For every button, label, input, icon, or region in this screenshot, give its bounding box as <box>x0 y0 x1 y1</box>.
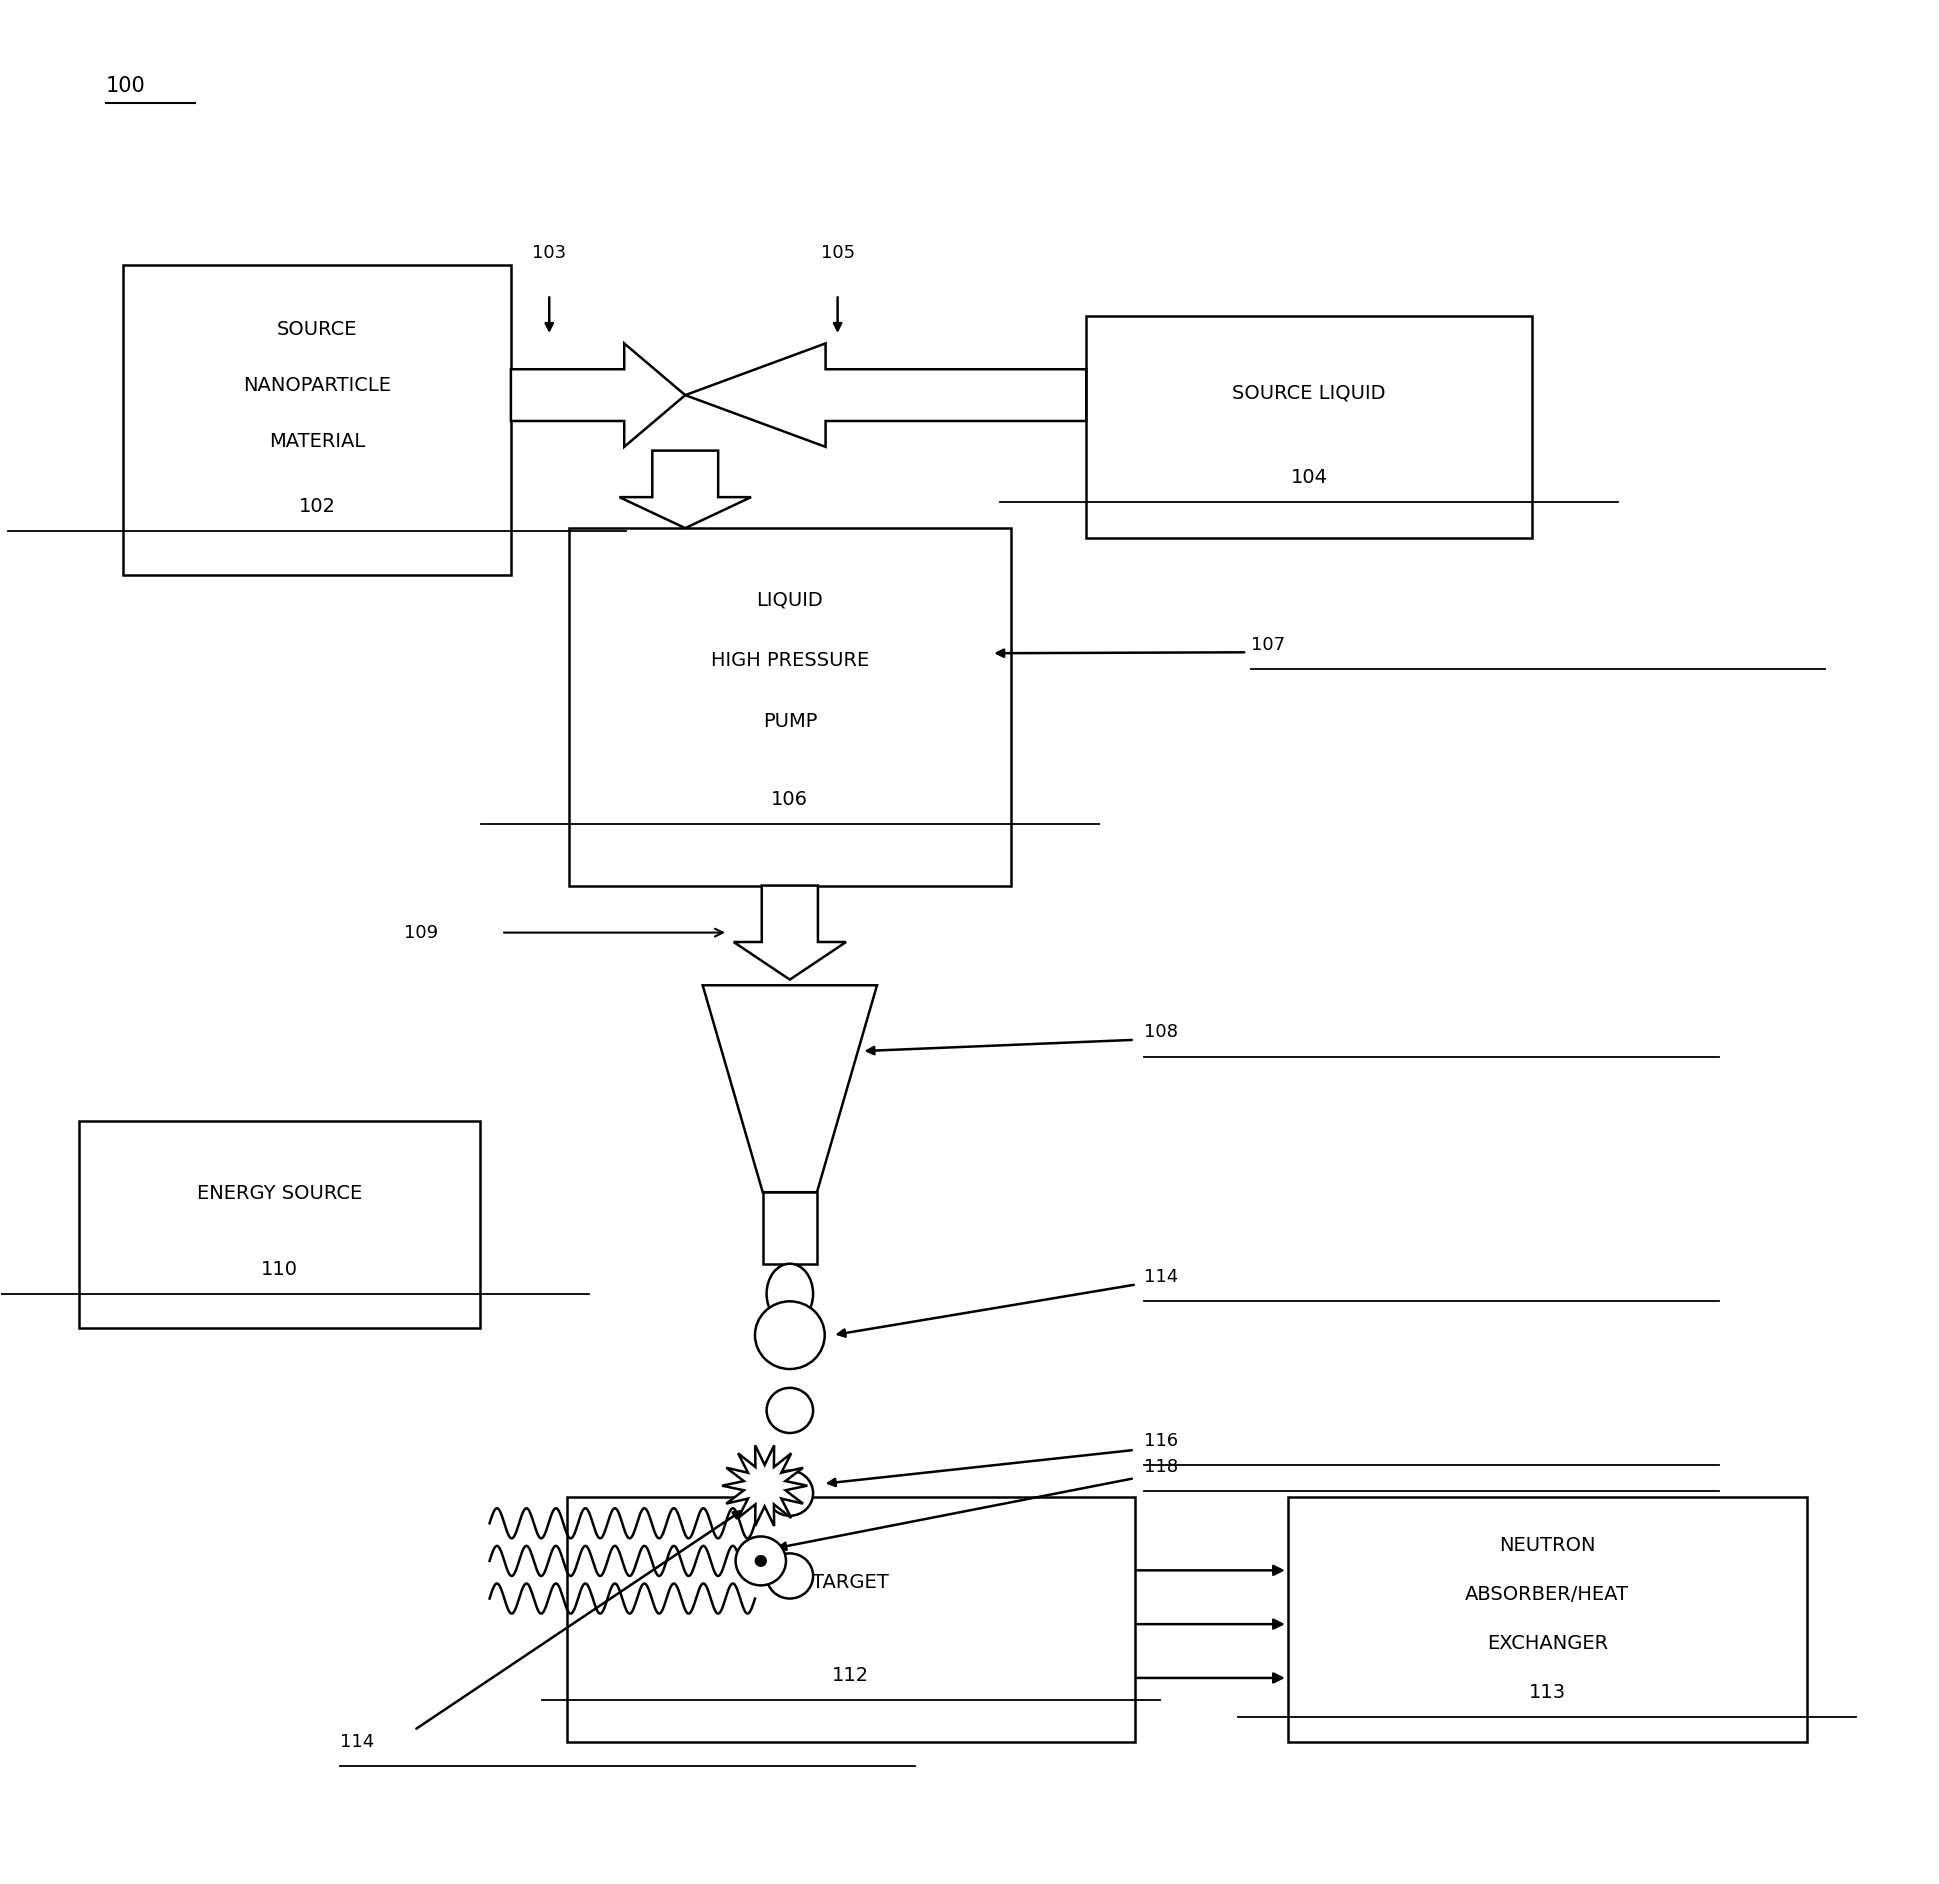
Text: 103: 103 <box>531 245 566 262</box>
Circle shape <box>766 1554 812 1598</box>
Circle shape <box>754 1302 824 1370</box>
Text: TARGET: TARGET <box>812 1573 888 1592</box>
Text: 104: 104 <box>1289 467 1326 488</box>
Text: 114: 114 <box>1144 1268 1179 1287</box>
Text: MATERIAL: MATERIAL <box>270 431 365 450</box>
Bar <box>1086 315 1532 537</box>
Text: 106: 106 <box>772 789 809 810</box>
Text: NANOPARTICLE: NANOPARTICLE <box>242 377 392 396</box>
Text: 109: 109 <box>403 923 438 942</box>
Text: ABSORBER/HEAT: ABSORBER/HEAT <box>1464 1584 1629 1605</box>
Text: 100: 100 <box>107 75 145 96</box>
Text: ENERGY SOURCE: ENERGY SOURCE <box>196 1183 363 1202</box>
Polygon shape <box>721 1445 807 1526</box>
Polygon shape <box>510 343 684 447</box>
Text: 112: 112 <box>832 1665 869 1684</box>
Bar <box>568 528 1010 885</box>
Text: 118: 118 <box>1144 1458 1177 1475</box>
Text: 114: 114 <box>339 1733 374 1750</box>
Polygon shape <box>619 450 750 528</box>
Text: 113: 113 <box>1528 1682 1565 1701</box>
Text: 110: 110 <box>260 1260 299 1279</box>
Circle shape <box>754 1556 766 1567</box>
Bar <box>124 266 510 575</box>
Polygon shape <box>684 343 1086 447</box>
Circle shape <box>766 1389 812 1434</box>
Ellipse shape <box>766 1264 812 1324</box>
Text: 105: 105 <box>820 245 855 262</box>
Bar <box>79 1121 479 1328</box>
Text: 107: 107 <box>1251 635 1284 654</box>
Text: SOURCE LIQUID: SOURCE LIQUID <box>1231 384 1384 403</box>
Text: NEUTRON: NEUTRON <box>1499 1535 1594 1556</box>
Polygon shape <box>702 985 876 1193</box>
Bar <box>1287 1498 1805 1741</box>
Text: EXCHANGER: EXCHANGER <box>1485 1633 1607 1652</box>
Text: 108: 108 <box>1144 1023 1177 1042</box>
Text: LIQUID: LIQUID <box>756 590 822 609</box>
Circle shape <box>766 1471 812 1517</box>
Bar <box>762 1193 816 1264</box>
Text: SOURCE: SOURCE <box>277 320 357 339</box>
Text: HIGH PRESSURE: HIGH PRESSURE <box>710 650 869 671</box>
Text: 102: 102 <box>299 497 335 516</box>
Circle shape <box>735 1537 785 1584</box>
Text: PUMP: PUMP <box>762 712 816 731</box>
Text: 116: 116 <box>1144 1432 1177 1449</box>
Polygon shape <box>733 885 845 980</box>
Bar <box>566 1498 1134 1741</box>
